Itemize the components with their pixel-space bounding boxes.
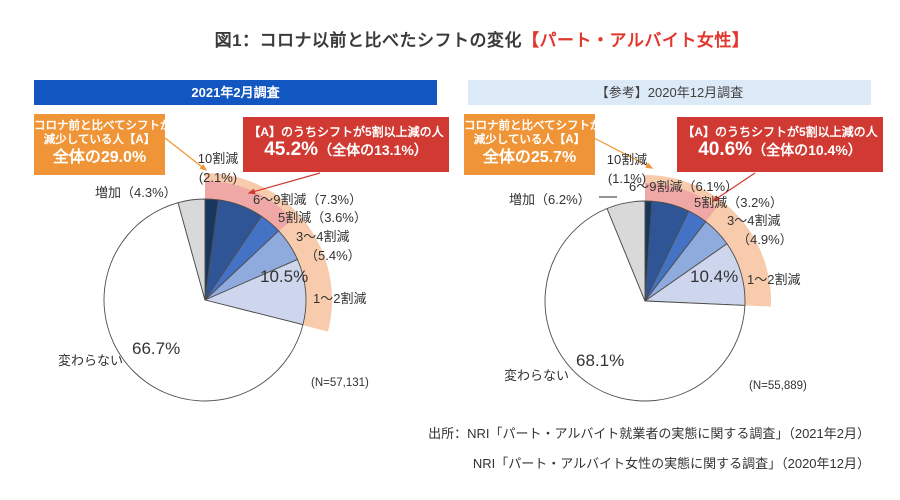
callout-severe-2020-value: 40.6% (698, 139, 753, 160)
label-dec10-pct-2020: (1.1%) (607, 171, 647, 186)
label-dec10-2020: 10割減 (606, 152, 648, 167)
callout-reduced-2021-line2: 減少している人【A】 (43, 134, 156, 146)
banner-survey-2021: 2021年2月調査 (34, 80, 437, 105)
label-unchanged-2020: 変わらない (504, 368, 570, 383)
label-unchanged-2021: 変わらない (58, 353, 124, 368)
label-dec10-pct-2021: (2.1%) (198, 170, 238, 185)
label-dec1-2-2021: 1〜2割減 (313, 291, 367, 306)
figure-title-text: 図1：コロナ以前と比べたシフトの変化 (214, 31, 523, 50)
label-unchanged-value-2021: 66.7% (132, 339, 181, 358)
label-dec10-2021: 10割減 (197, 151, 239, 166)
source-note: 出所：NRI「パート・アルバイト就業者の実態に関する調査」（2021年2月） N… (428, 419, 870, 479)
callout-reduced-2021-line1: コロナ前と比べてシフトが (34, 120, 172, 132)
label-increase-2021: 増加（4.3%） (95, 185, 177, 200)
callout-severe-2020-suffix: （全体の10.4%） (752, 142, 862, 158)
label-n-2021: (N=57,131) (311, 377, 369, 389)
banner-survey-2020: 【参考】2020年12月調査 (468, 80, 871, 105)
label-dec3-4-2020: 3〜4割減 (727, 213, 781, 228)
label-dec6-9-2021: 6〜9割減（7.3%） (253, 192, 363, 207)
source-line-1: 出所：NRI「パート・アルバイト就業者の実態に関する調査」（2021年2月） (428, 426, 870, 441)
label-dec3-4-2021: 3〜4割減 (296, 229, 350, 244)
figure-title-highlight: 【パート・アルバイト女性】 (522, 31, 750, 50)
source-line-2: NRI「パート・アルバイト女性の実態に関する調査」（2020年12月） (472, 456, 870, 471)
callout-severe-2020: 【A】のうちシフトが5割以上減の人 40.6%（全体の10.4%） (677, 117, 883, 172)
label-dec6-9-2020: 6〜9割減（6.1%） (629, 179, 739, 194)
callout-severe-2021-line1: 【A】のうちシフトが5割以上減の人 (248, 125, 444, 139)
figure-title: 図1：コロナ以前と比べたシフトの変化【パート・アルバイト女性】 (0, 26, 900, 51)
label-dec5-2021: 5割減（3.6%） (278, 210, 367, 225)
label-dec1-2-value-2020: 10.4% (690, 267, 739, 286)
callout-severe-2020-line1: 【A】のうちシフトが5割以上減の人 (682, 125, 878, 139)
callout-severe-2021: 【A】のうちシフトが5割以上減の人 45.2%（全体の13.1%） (243, 117, 449, 172)
label-dec5-2020: 5割減（3.2%） (694, 195, 783, 210)
callout-reduced-2020-line2: 減少している人【A】 (473, 134, 586, 146)
callout-reduced-2021-value: 全体の29.0% (52, 149, 147, 166)
callout-severe-2021-suffix: （全体の13.1%） (318, 142, 428, 158)
callout-severe-2021-value: 45.2% (264, 139, 319, 160)
label-dec1-2-value-2021: 10.5% (260, 267, 309, 286)
label-n-2020: (N=55,889) (749, 380, 807, 392)
callout-reduced-2020-line1: コロナ前と比べてシフトが (464, 120, 602, 132)
label-unchanged-value-2020: 68.1% (576, 351, 625, 370)
callout-reduced-2021: コロナ前と比べてシフトが 減少している人【A】 全体の29.0% (34, 114, 172, 175)
label-increase-2020: 増加（6.2%） (509, 192, 591, 207)
callout-reduced-2020-value: 全体の25.7% (482, 149, 577, 166)
callout-reduced-2020: コロナ前と比べてシフトが 減少している人【A】 全体の25.7% (464, 114, 602, 175)
label-dec3-4-pct-2021: （5.4%） (305, 248, 361, 263)
label-dec3-4-pct-2020: （4.9%） (737, 232, 793, 247)
label-dec1-2-2020: 1〜2割減 (747, 272, 801, 287)
